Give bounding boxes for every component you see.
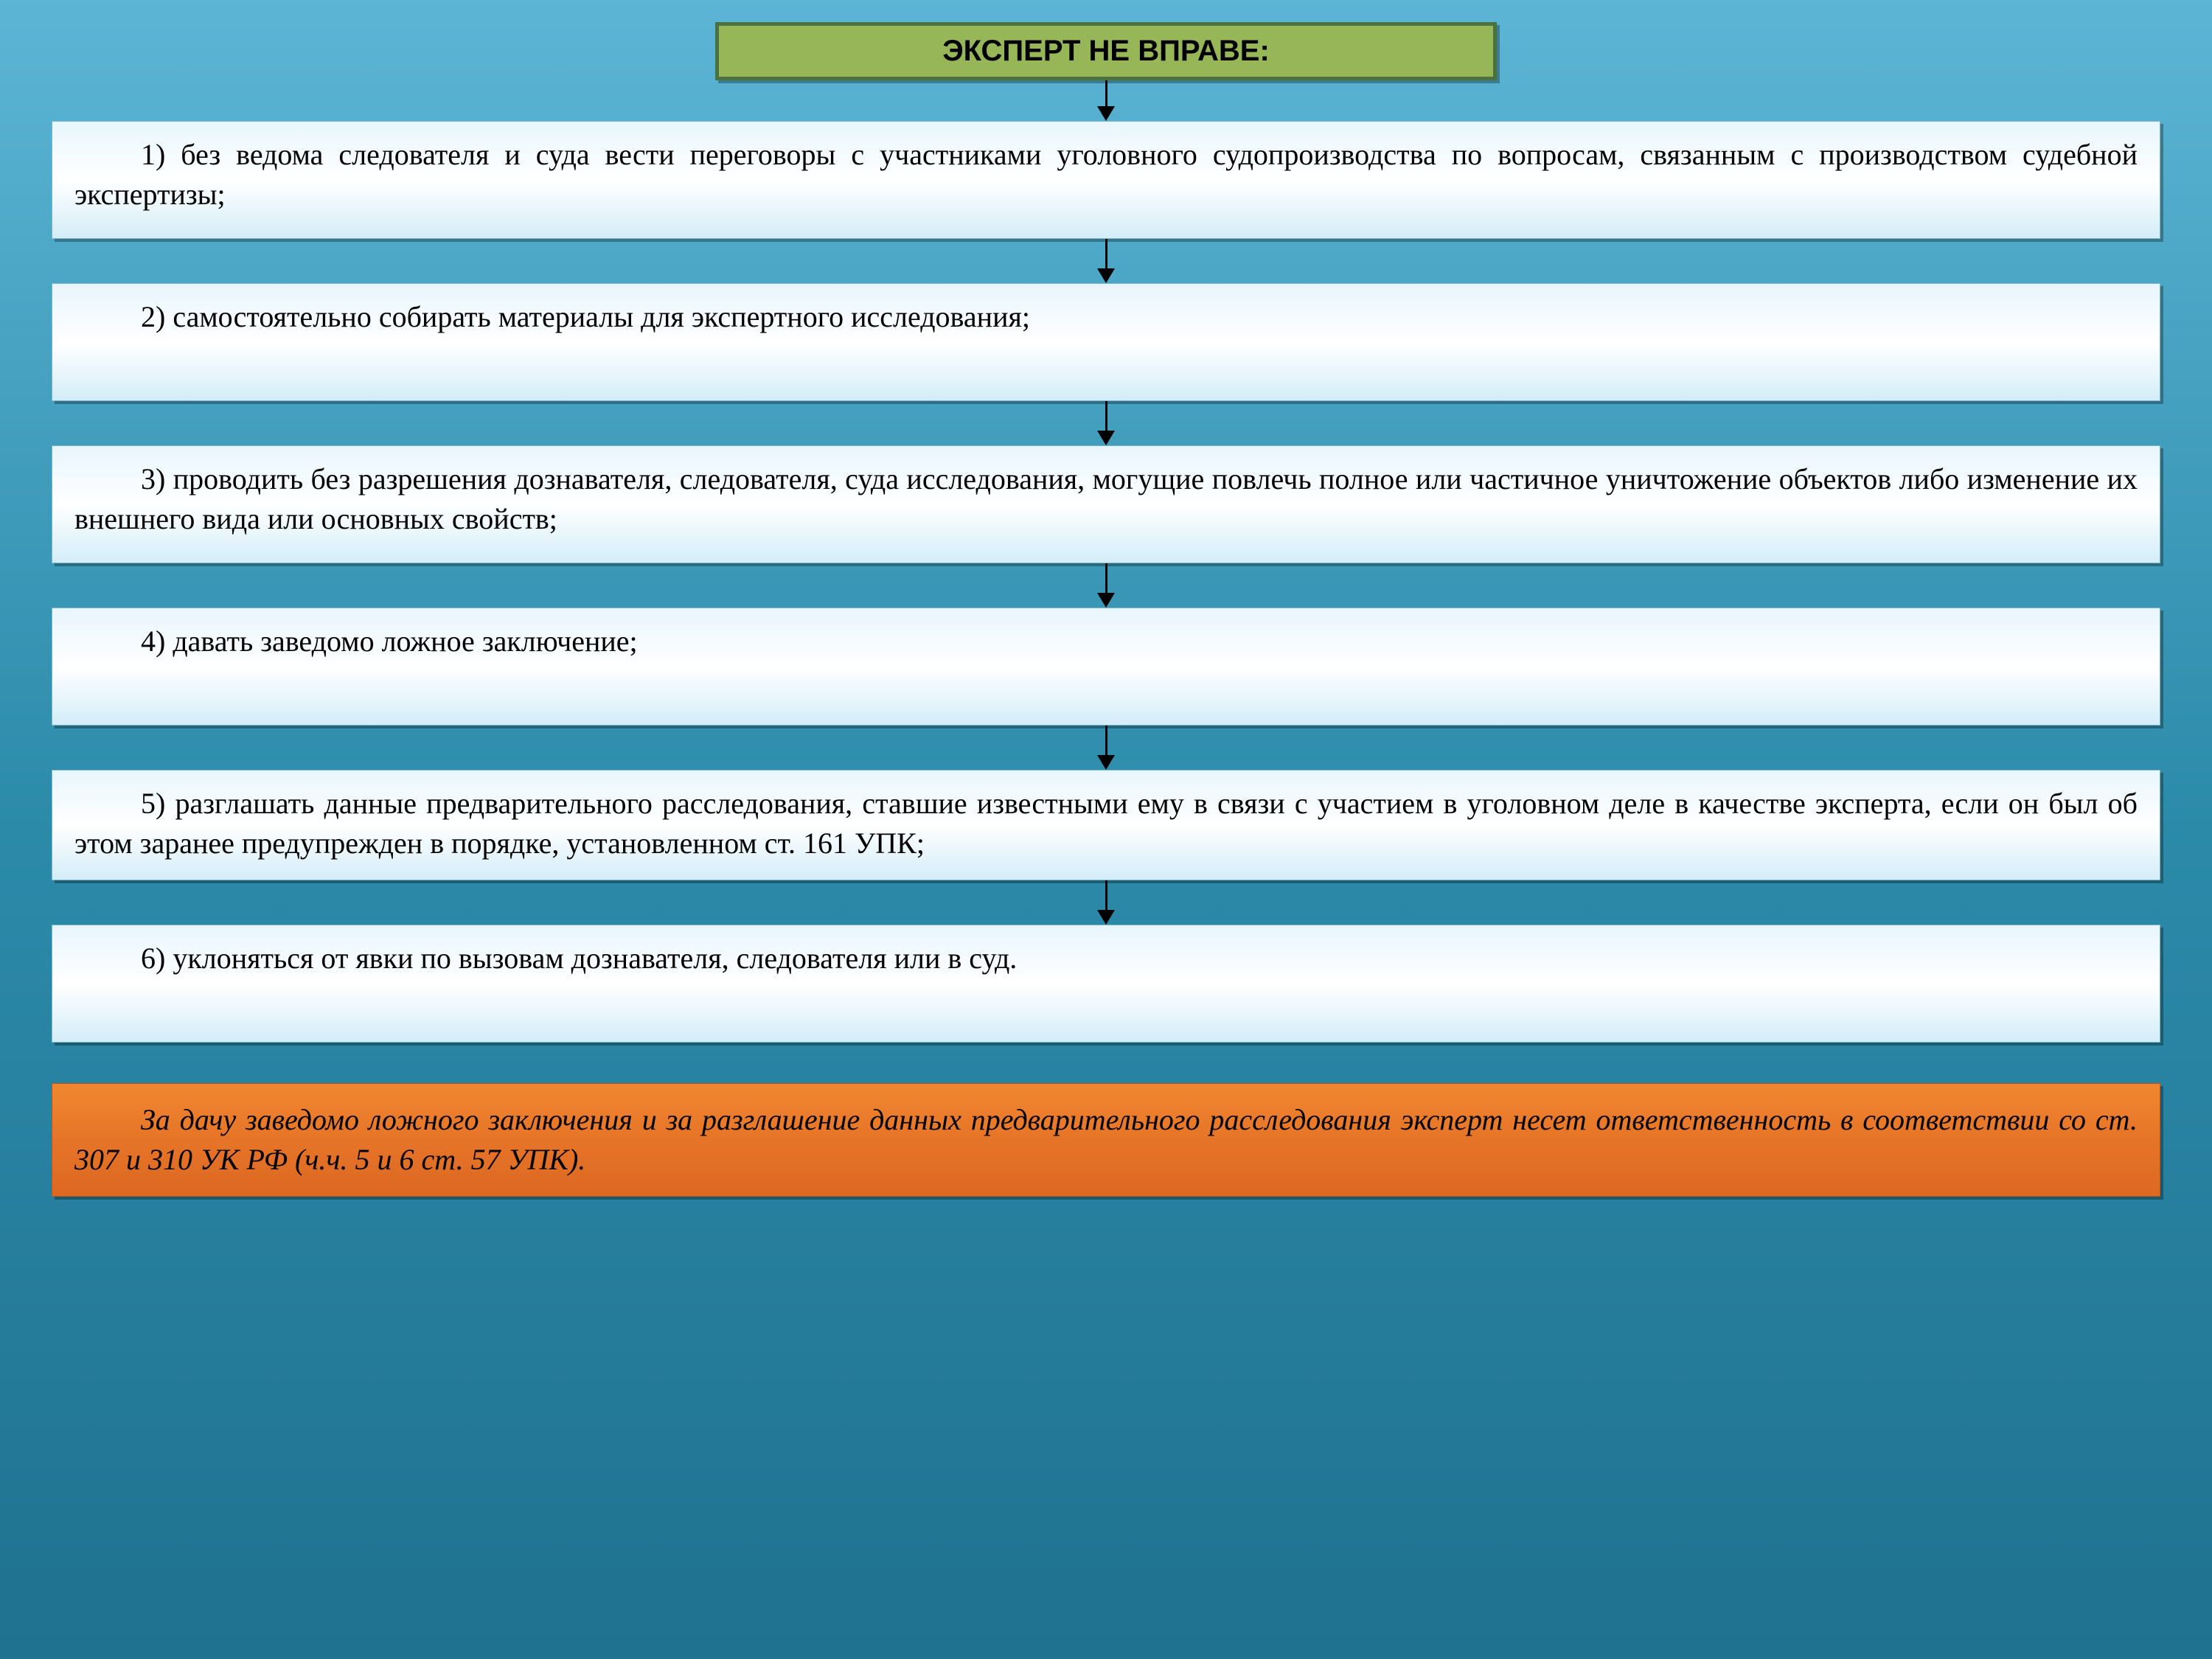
header-box: ЭКСПЕРТ НЕ ВПРАВЕ: — [715, 22, 1497, 80]
content-box-4: 4) давать заведомо ложное заключение; — [52, 608, 2160, 726]
arrow-connector — [1097, 401, 1115, 445]
content-text-5: 5) разглашать данные предварительного ра… — [74, 784, 2138, 863]
content-text-4: 4) давать заведомо ложное заключение; — [74, 622, 2138, 661]
footer-box: За дачу заведомо ложного заключения и за… — [52, 1083, 2160, 1197]
footer-text: За дачу заведомо ложного заключения и за… — [74, 1100, 2138, 1180]
content-box-5: 5) разглашать данные предварительного ра… — [52, 770, 2160, 880]
content-box-3: 3) проводить без разрешения дознавателя,… — [52, 445, 2160, 563]
content-box-6: 6) уклоняться от явки по вызовам дознава… — [52, 925, 2160, 1043]
header-title: ЭКСПЕРТ НЕ ВПРАВЕ: — [942, 35, 1270, 67]
content-text-6: 6) уклоняться от явки по вызовам дознава… — [74, 939, 2138, 978]
arrow-connector — [1097, 239, 1115, 283]
arrow-connector — [1097, 726, 1115, 770]
content-box-2: 2) самостоятельно собирать материалы для… — [52, 283, 2160, 401]
arrow-connector — [1097, 563, 1115, 608]
content-box-1: 1) без ведома следователя и суда вести п… — [52, 121, 2160, 239]
content-text-1: 1) без ведома следователя и суда вести п… — [74, 135, 2138, 215]
arrow-connector — [52, 80, 2160, 121]
content-text-2: 2) самостоятельно собирать материалы для… — [74, 297, 2138, 337]
arrow-connector — [1097, 880, 1115, 925]
items-container: 1) без ведома следователя и суда вести п… — [52, 121, 2160, 1043]
content-text-3: 3) проводить без разрешения дознавателя,… — [74, 459, 2138, 539]
